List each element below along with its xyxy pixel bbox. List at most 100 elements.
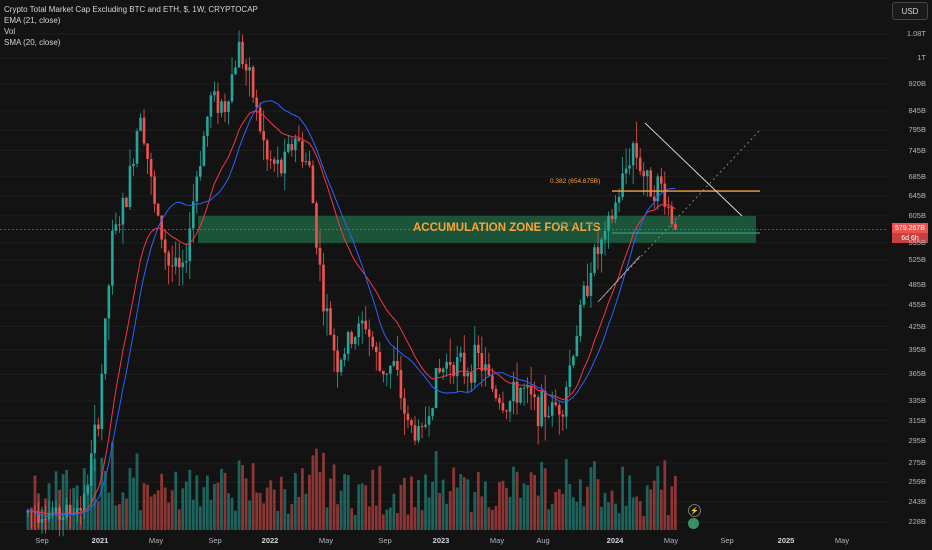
volume-bar: [424, 474, 427, 530]
descending-trendline: [644, 122, 743, 217]
volume-bar: [417, 479, 420, 530]
volume-bar: [163, 487, 167, 530]
volume-bar: [564, 459, 568, 530]
volume-bar: [459, 474, 463, 530]
candle-body: [265, 140, 269, 160]
candle-body: [216, 91, 220, 113]
volume-bar: [132, 477, 135, 530]
x-tick-label: May: [834, 536, 850, 545]
volume-bar: [649, 489, 653, 530]
lightning-icon[interactable]: ⚡: [688, 504, 701, 517]
volume-bar: [258, 492, 262, 530]
candle-body: [491, 375, 494, 390]
x-tick-label: 2021: [91, 536, 109, 545]
candle-body: [610, 215, 614, 220]
volume-bar: [318, 471, 322, 530]
candle-body: [86, 486, 90, 494]
candle-body: [248, 67, 251, 71]
candle-body: [206, 116, 209, 136]
volume-bar: [561, 493, 565, 530]
candle-body: [628, 165, 631, 169]
x-tick-label: 2023: [432, 536, 450, 545]
candle-body: [26, 510, 30, 513]
candle-body: [237, 41, 241, 68]
volume-bar: [663, 460, 667, 530]
candle-body: [68, 504, 72, 515]
volume-bar: [227, 493, 230, 530]
y-tick-label: 335B: [908, 396, 926, 406]
volume-bar: [350, 508, 354, 530]
vol-legend[interactable]: Vol: [4, 27, 16, 36]
candle-body: [188, 228, 192, 262]
candle-body: [202, 135, 206, 167]
volume-bar: [498, 481, 501, 530]
volume-bar: [448, 491, 452, 530]
candle-body: [142, 117, 146, 144]
candle-body: [195, 176, 199, 202]
candle-body: [494, 389, 498, 398]
fib-0618-label[interactable]: 0.618 (…538): [556, 221, 596, 228]
candle-body: [378, 352, 382, 371]
accumulation-zone-label[interactable]: ACCUMULATION ZONE FOR ALTS: [413, 222, 601, 234]
volume-bar: [628, 475, 632, 530]
volume-bar: [659, 489, 663, 530]
volume-bar: [557, 489, 561, 530]
volume-bar: [469, 511, 473, 530]
volume-bar: [656, 466, 660, 530]
fib-0382-label[interactable]: 0.382 (654.675B): [550, 178, 601, 185]
x-tick-label: Sep: [35, 536, 49, 545]
candle-body: [82, 493, 86, 511]
candle-body: [413, 425, 417, 441]
candle-body: [462, 352, 466, 377]
volume-bar: [156, 490, 160, 530]
volume-bar: [381, 514, 385, 530]
candle-body: [554, 402, 558, 406]
candle-body: [146, 143, 149, 160]
candle-body: [540, 390, 543, 427]
candle-body: [392, 360, 396, 366]
candle-body: [522, 387, 526, 389]
y-tick-label: 315B: [908, 415, 926, 425]
candle-body: [227, 101, 230, 113]
volume-bar: [86, 484, 90, 530]
volume-bar: [501, 480, 505, 530]
candle-body: [526, 385, 529, 388]
candle-body: [325, 308, 329, 312]
candle-body: [529, 385, 533, 395]
candle-body: [269, 159, 273, 161]
y-tick-label: 920B: [908, 79, 926, 89]
candle-body: [174, 257, 178, 267]
volume-bar: [487, 507, 491, 530]
y-tick-label: 425B: [908, 321, 926, 331]
candle-body: [649, 170, 653, 197]
volume-bar: [198, 506, 202, 530]
volume-bar: [621, 466, 624, 530]
candle-body: [241, 41, 244, 65]
volume-bar: [100, 457, 104, 530]
candle-body: [431, 408, 434, 417]
dividends-icon[interactable]: [688, 518, 699, 529]
candle-body: [533, 394, 536, 398]
candle-body: [160, 215, 163, 240]
candle-body: [670, 206, 674, 224]
support-trendline: [597, 255, 641, 303]
ema-legend[interactable]: EMA (21, close): [4, 16, 61, 25]
candle-body: [477, 344, 480, 354]
candle-body: [343, 353, 346, 360]
candle-body: [382, 370, 385, 375]
symbol-title[interactable]: Crypto Total Market Cap Excluding BTC an…: [4, 5, 258, 14]
volume-bar: [230, 497, 234, 530]
y-tick-label: 845B: [908, 105, 926, 115]
sma-legend[interactable]: SMA (20, close): [4, 38, 61, 47]
y-tick-label: 275B: [908, 458, 926, 468]
volume-bar: [410, 476, 413, 530]
volume-bar: [110, 442, 114, 530]
candle-body: [638, 157, 642, 172]
candle-body: [515, 381, 519, 403]
volume-bar: [202, 487, 206, 530]
candle-body: [420, 426, 424, 428]
currency-button[interactable]: USD: [892, 2, 928, 20]
candle-body: [487, 364, 491, 376]
volume-bar: [445, 503, 449, 530]
